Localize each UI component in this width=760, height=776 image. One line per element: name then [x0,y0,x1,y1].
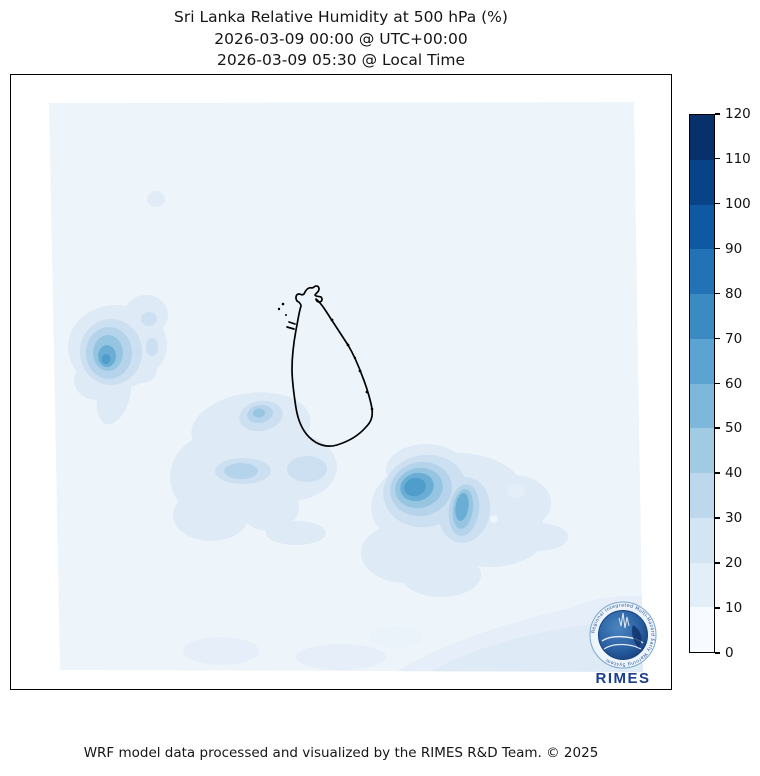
colorbar-tick: 10 [715,600,742,616]
logo-landmass [631,625,642,648]
colorbar-segment [690,607,714,652]
colorbar-segment [690,517,714,563]
colorbar-tick: 80 [715,286,742,302]
colorbar-segment [690,204,714,250]
colorbar-segment [690,428,714,473]
colorbar-tick: 40 [715,465,742,481]
map-axes-frame: Regional Integrated Multi-Hazard Early W… [10,74,672,690]
title-line-3: 2026-03-09 05:30 @ Local Time [216,51,466,69]
logo-seismograph-icon [618,612,630,629]
colorbar-segment [690,249,714,294]
colorbar-segment [690,338,714,384]
footer-credit: WRF model data processed and visualized … [83,745,599,761]
colorbar-tick: 120 [715,106,751,122]
logo-wordmark: RIMES [595,670,650,687]
colorbar-segment [690,294,714,339]
colorbar [689,114,715,653]
colorbar-segment [690,115,714,160]
colorbar-tick: 0 [715,645,734,661]
colorbar-segment [690,159,714,205]
map-base-region [49,102,643,672]
humidity-map-canvas [49,102,643,672]
title-line-1: Sri Lanka Relative Humidity at 500 hPa (… [174,8,508,26]
colorbar-segment [690,473,714,518]
colorbar-tick: 30 [715,510,742,526]
colorbar-tick: 70 [715,331,742,347]
humidity-contour-bands [68,191,643,672]
colorbar-tick: 110 [715,151,751,167]
colorbar-tick: 20 [715,555,742,571]
plot-title: Sri Lanka Relative Humidity at 500 hPa (… [10,7,672,72]
colorbar-tick-labels: 120 110 100 90 80 70 60 50 40 30 20 10 0 [715,106,759,661]
colorbar-tick: 100 [715,196,751,212]
rimes-logo: Regional Integrated Multi-Hazard Early W… [585,599,661,689]
colorbar-segment [690,562,714,608]
logo-globe [598,610,648,660]
colorbar-tick: 90 [715,241,742,257]
sri-lanka-outline [277,285,374,447]
colorbar-segment [690,383,714,429]
colorbar-tick: 60 [715,376,742,392]
colorbar-tick: 50 [715,420,742,436]
title-line-2: 2026-03-09 00:00 @ UTC+00:00 [214,29,468,48]
